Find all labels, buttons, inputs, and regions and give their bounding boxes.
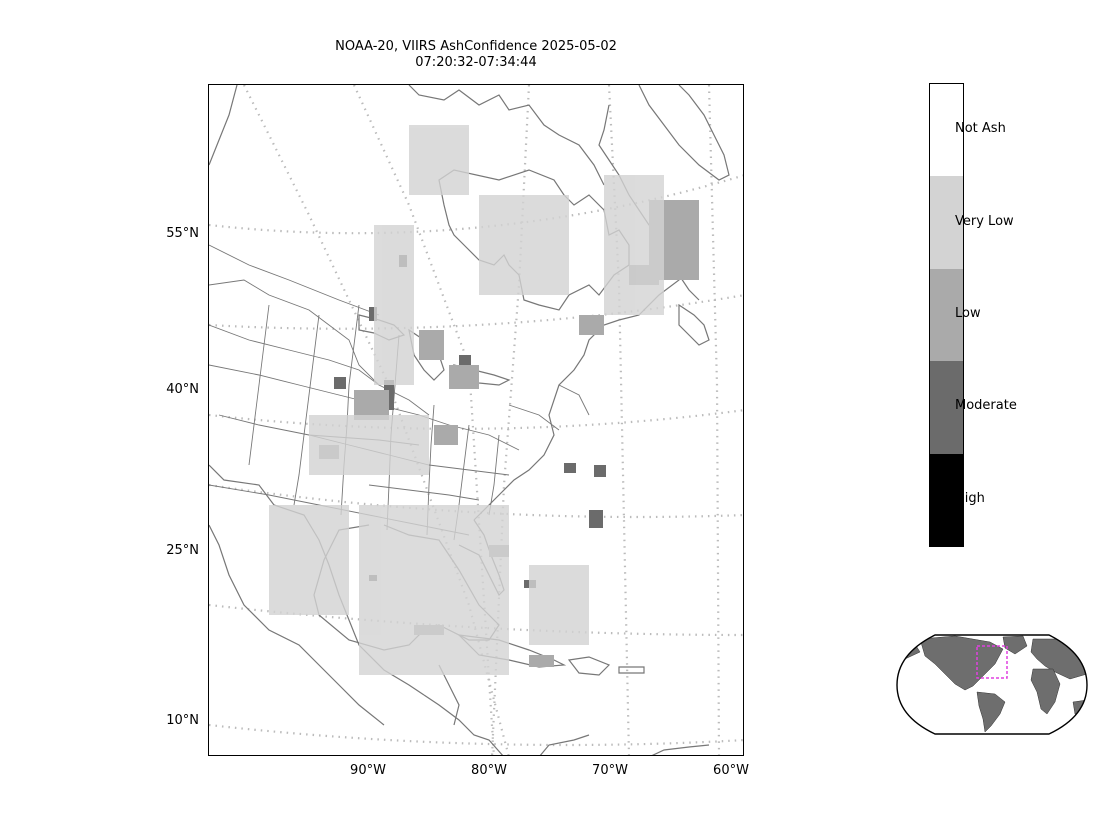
colorbar-seg-high — [930, 454, 963, 546]
colorbar-label-high: High — [955, 491, 985, 506]
lon-label-60w: 60°W — [713, 763, 749, 778]
lon-label-90w: 90°W — [350, 763, 386, 778]
title-line-2: 07:20:32-07:34:44 — [415, 55, 537, 70]
colorbar-label-low: Low — [955, 306, 981, 321]
colorbar-seg-not-ash — [930, 84, 963, 176]
colorbar-seg-low — [930, 269, 963, 361]
map-title: NOAA-20, VIIRS AshConfidence 2025-05-02 … — [276, 39, 676, 71]
lat-label-55: 55°N — [166, 226, 199, 241]
lat-label-10: 10°N — [166, 713, 199, 728]
lon-label-80w: 80°W — [471, 763, 507, 778]
ash-pixels — [269, 125, 699, 675]
lon-label-70w: 70°W — [592, 763, 628, 778]
colorbar-label-very-low: Very Low — [955, 214, 1014, 229]
globe-outline — [896, 634, 1088, 735]
map-canvas — [209, 85, 743, 755]
map-panel[interactable] — [208, 84, 744, 756]
graticule — [209, 85, 743, 755]
title-line-1: NOAA-20, VIIRS AshConfidence 2025-05-02 — [335, 39, 617, 54]
colorbar-label-not-ash: Not Ash — [955, 121, 1006, 136]
lat-label-40: 40°N — [166, 382, 199, 397]
colorbar — [929, 83, 964, 547]
domain-box — [976, 645, 1008, 679]
overview-globe-inset — [896, 634, 1088, 735]
colorbar-seg-moderate — [930, 361, 963, 454]
colorbar-label-moderate: Moderate — [955, 398, 1017, 413]
colorbar-seg-very-low — [930, 176, 963, 269]
lat-label-25: 25°N — [166, 543, 199, 558]
